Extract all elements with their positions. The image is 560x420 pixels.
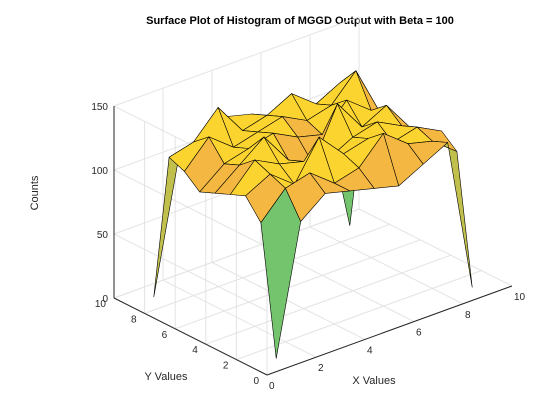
y-grid-line — [175, 239, 421, 330]
x-axis-label: X Values — [352, 375, 396, 387]
y-axis-line — [113, 297, 268, 376]
y-tick-label: 0 — [253, 376, 259, 387]
z-tick-label: 100 — [91, 166, 108, 177]
y-grid-line — [205, 254, 451, 345]
x-tick-label: 10 — [514, 292, 526, 303]
y-axis-label: Y Values — [144, 371, 188, 383]
surface-patch — [260, 187, 302, 359]
z-axis-label: Counts — [29, 175, 41, 210]
x-tick-label: 0 — [269, 381, 275, 392]
x-grid-line — [309, 226, 464, 305]
y-tick-label: 4 — [192, 345, 198, 356]
surface-patch — [432, 140, 473, 288]
x-tick-label: 4 — [367, 345, 373, 356]
z-grid-line — [113, 16, 360, 107]
y-grid-line — [113, 208, 360, 299]
surface-mesh — [153, 70, 473, 359]
y-tick-label: 6 — [162, 330, 168, 341]
y-tick-label: 2 — [223, 361, 229, 372]
x-tick-label: 2 — [318, 363, 324, 374]
y-tick-label: 8 — [131, 314, 137, 325]
x-grid-line — [162, 279, 317, 358]
y-tick-label: 10 — [95, 299, 107, 310]
chart-title: Surface Plot of Histogram of MGGD Output… — [146, 15, 454, 27]
x-axis-line — [266, 285, 513, 376]
z-tick-label: 50 — [97, 230, 109, 241]
x-grid-line — [211, 261, 366, 340]
x-grid-line — [358, 208, 513, 287]
x-tick-label: 6 — [416, 328, 422, 339]
z-tick-label: 0 — [102, 294, 108, 305]
z-tick-label: 150 — [91, 102, 108, 113]
x-tick-label: 8 — [465, 310, 471, 321]
z-grid-line — [113, 233, 268, 312]
z-grid-line — [113, 169, 268, 248]
